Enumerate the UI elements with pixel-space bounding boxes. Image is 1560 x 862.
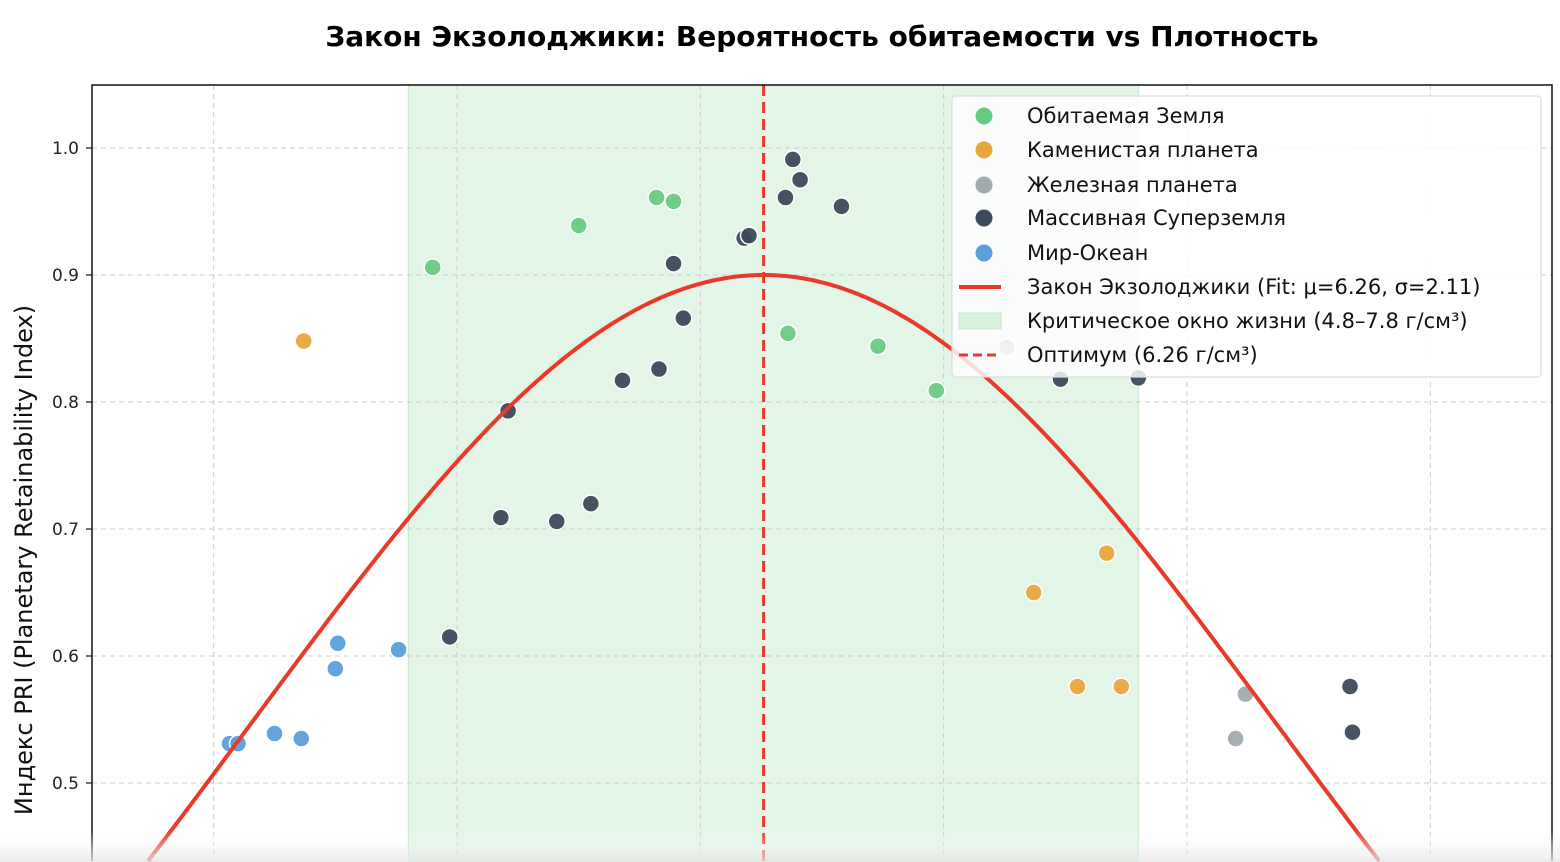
- y-tick-label: 0.7: [52, 520, 79, 540]
- legend-label: Критическое окно жизни (4.8–7.8 г/см³): [1027, 309, 1468, 333]
- legend-marker: [975, 107, 993, 125]
- legend-label: Мир-Океан: [1027, 241, 1148, 265]
- data-point: [265, 724, 284, 743]
- data-point: [440, 627, 459, 647]
- data-point: [778, 324, 798, 343]
- legend-label: Каменистая планета: [1027, 138, 1259, 162]
- axes: 0.5 0.6 0.7 0.8 0.9 1.0: [52, 84, 1553, 861]
- bottom-fade: [0, 830, 1560, 862]
- data-point: [292, 729, 311, 748]
- data-point: [423, 258, 442, 277]
- legend-marker: [975, 209, 993, 227]
- legend-marker: [975, 141, 993, 159]
- data-point: [1112, 677, 1131, 696]
- data-point: [613, 371, 632, 390]
- legend: Обитаемая Земля Каменистая планета Железна…: [951, 95, 1542, 378]
- data-point: [647, 188, 666, 207]
- data-point: [491, 508, 511, 527]
- y-tick-label: 0.9: [52, 266, 79, 286]
- data-point: [389, 640, 408, 659]
- y-tick-label: 0.5: [52, 774, 79, 794]
- legend-label: Массивная Суперземля: [1027, 206, 1286, 230]
- axes-frame: [91, 84, 1553, 861]
- legend-label: Оптимум (6.26 г/см³): [1027, 343, 1258, 367]
- data-point: [927, 381, 946, 400]
- data-point: [868, 336, 888, 356]
- legend-window-patch: [958, 312, 1002, 330]
- data-point: [790, 170, 810, 189]
- data-point: [1226, 729, 1245, 748]
- y-tick-label: 0.8: [52, 393, 79, 413]
- data-point: [739, 226, 759, 245]
- data-point: [664, 254, 683, 273]
- legend-label: Железная планета: [1027, 173, 1238, 197]
- legend-label: Закон Экзолоджики (Fit: μ=6.26, σ=2.11): [1027, 275, 1480, 299]
- data-point: [294, 331, 313, 351]
- legend-box: [951, 95, 1542, 378]
- data-point: [1097, 543, 1116, 563]
- legend-label: Обитаемая Земля: [1027, 104, 1224, 128]
- data-point: [832, 197, 851, 216]
- data-point: [1068, 677, 1087, 696]
- legend-marker: [975, 244, 993, 262]
- data-point: [547, 512, 567, 531]
- data-point: [569, 216, 588, 235]
- data-point: [326, 659, 345, 678]
- chart-title: Закон Экзолоджики: Вероятность обитаемос…: [325, 20, 1318, 53]
- data-point: [783, 150, 803, 169]
- data-point: [776, 188, 795, 207]
- data-point: [1343, 722, 1362, 742]
- data-point: [1024, 583, 1043, 602]
- data-point: [581, 494, 601, 513]
- data-point: [1340, 677, 1360, 696]
- data-point: [649, 359, 669, 379]
- legend-marker: [975, 176, 993, 194]
- data-point: [674, 308, 693, 328]
- y-axis-label: Индекс PRI (Planetary Retainability Inde…: [10, 305, 38, 815]
- y-tick-label: 0.6: [52, 647, 79, 667]
- data-point: [664, 192, 683, 211]
- y-tick-label: 1.0: [52, 139, 79, 159]
- data-point: [328, 634, 348, 653]
